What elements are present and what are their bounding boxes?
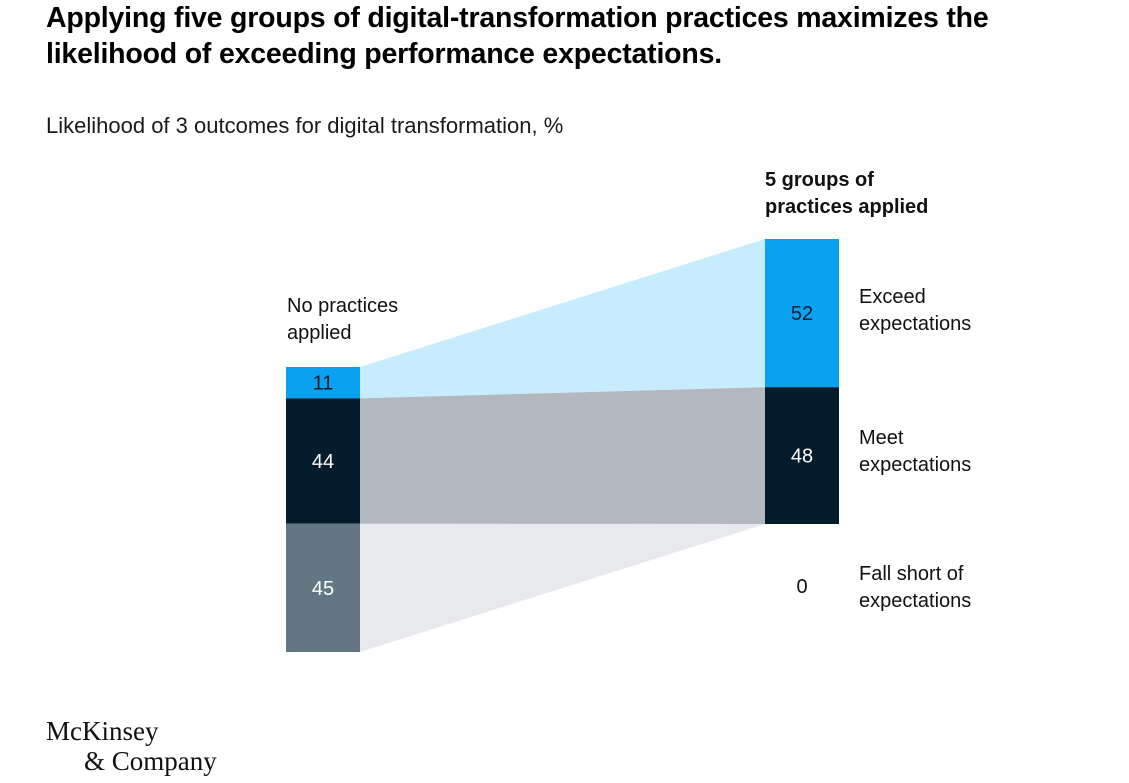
bar-no-practices-meet bbox=[286, 398, 360, 524]
bar-no-practices-fall bbox=[286, 523, 360, 652]
value-five-groups-meet: 48 bbox=[791, 446, 813, 468]
value-five-groups-fall: 0 bbox=[796, 576, 807, 598]
left-bar-label: No practices applied bbox=[287, 295, 399, 344]
legend-meet-expectations: Meet expectations bbox=[859, 427, 972, 476]
legend-fall-short-of-expectations: Fall short of expectations bbox=[859, 563, 972, 612]
chart-title: Applying five groups of digital-transfor… bbox=[46, 2, 989, 70]
bar-five-groups-exceed bbox=[765, 239, 839, 388]
legend-exceed-expectations: Exceed expectations bbox=[859, 286, 972, 335]
band-meet bbox=[360, 387, 765, 524]
bar-five-groups-meet bbox=[765, 387, 839, 524]
value-five-groups-exceed: 52 bbox=[791, 303, 813, 325]
value-no-practices-meet: 44 bbox=[312, 451, 334, 473]
right-bar-label: 5 groups of practices applied bbox=[765, 169, 929, 218]
band-fall bbox=[360, 523, 765, 652]
bar-no-practices-exceed bbox=[286, 367, 360, 399]
band-exceed bbox=[360, 239, 765, 399]
mckinsey-logo: McKinsey & Company bbox=[46, 716, 217, 776]
chart-subtitle: Likelihood of 3 outcomes for digital tra… bbox=[46, 113, 564, 138]
value-no-practices-fall: 45 bbox=[312, 578, 334, 600]
value-no-practices-exceed: 11 bbox=[313, 373, 334, 395]
